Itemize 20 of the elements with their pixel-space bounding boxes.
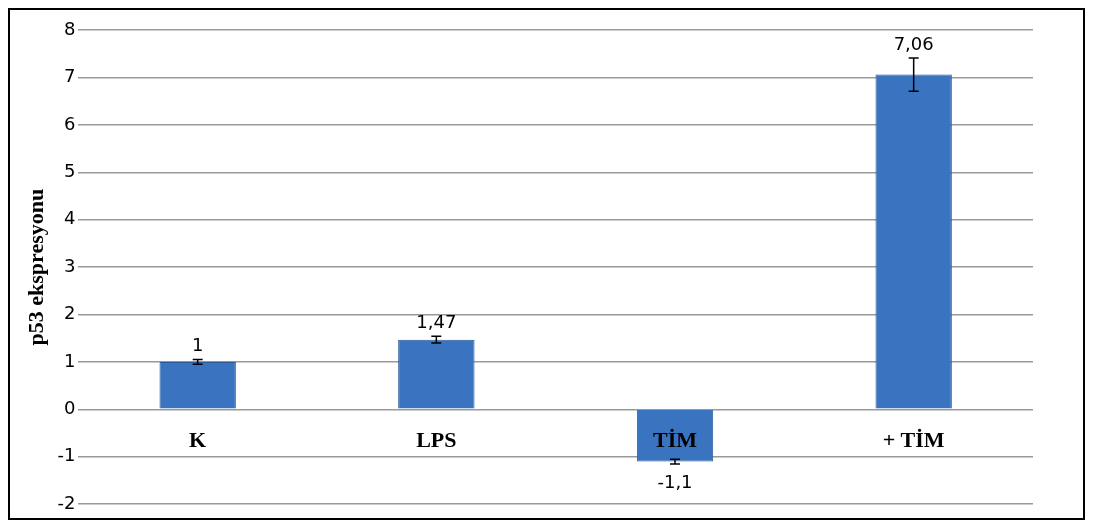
y-tick-label: -2 — [57, 491, 76, 513]
y-tick-label: 5 — [63, 159, 76, 181]
y-tick-label: -1 — [57, 444, 76, 466]
y-tick-label: 1 — [63, 349, 76, 371]
x-tick-label: K — [189, 427, 207, 453]
data-label: 1 — [191, 334, 204, 356]
y-tick-label: 0 — [63, 397, 76, 419]
y-tick-label: 6 — [63, 112, 76, 134]
x-tick-label: TİM — [653, 427, 698, 453]
data-label: -1,1 — [657, 470, 693, 492]
y-tick-label: 8 — [63, 17, 76, 39]
y-tick-label: 4 — [63, 207, 76, 229]
data-label: 7,06 — [893, 32, 934, 54]
y-tick-label: 3 — [63, 254, 76, 276]
x-tick-label: LPS — [416, 427, 457, 453]
data-label: 1,47 — [416, 311, 457, 333]
y-tick-label: 7 — [63, 65, 76, 87]
y-tick-label: 2 — [63, 302, 76, 324]
x-tick-label: + TİM — [882, 427, 945, 453]
y-axis-title: p53 ekspresyonu — [22, 188, 48, 346]
